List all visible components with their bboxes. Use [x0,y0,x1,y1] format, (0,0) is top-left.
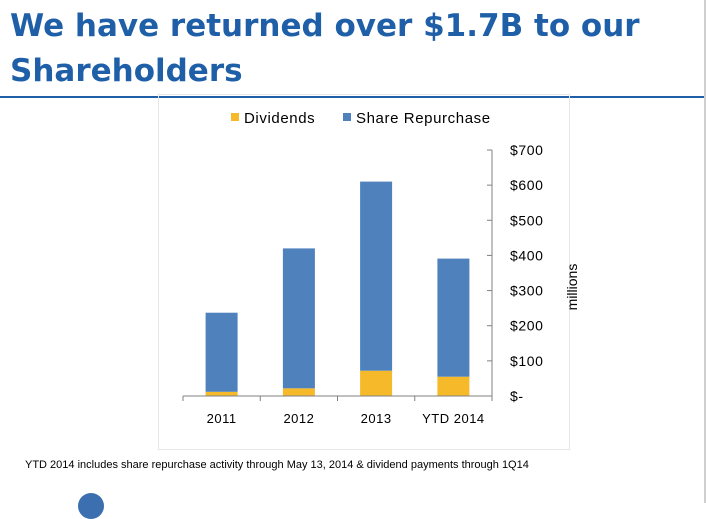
legend-swatch-dividends [231,113,239,121]
y-tick-label: $500 [510,212,544,228]
bar-dividends-1 [282,388,315,396]
bar-share-repurchase-0 [205,312,238,392]
x-tick-label: 2012 [283,411,314,426]
y-tick-label: $700 [510,142,544,158]
logo-fragment [78,493,104,519]
y-tick-label: $100 [510,353,544,369]
y-axis-label: millions [564,264,580,311]
slide-edge [704,0,706,503]
bar-share-repurchase-3 [437,258,470,377]
stacked-bar-chart: 2011 2012 2013 YTD 2014 $- $100 $200 $300 $400 $5… [182,110,580,426]
bar-share-repurchase-2 [360,181,393,371]
bar-share-repurchase-1 [282,248,315,389]
bar-dividends-2 [360,370,393,396]
x-tick-label: 2011 [207,411,237,426]
x-tick-label: YTD 2014 [422,411,485,426]
y-tick-label: $300 [510,283,544,299]
title-divider [0,96,706,98]
y-tick-label: $- [510,388,524,404]
x-tick-label: 2013 [361,411,392,426]
footnote: YTD 2014 includes share repurchase activ… [25,459,529,471]
legend-label-dividends: Dividends [244,110,315,127]
bar-dividends-3 [437,376,470,396]
legend-swatch-share-repurchase [343,113,351,121]
legend-label-share-repurchase: Share Repurchase [356,110,491,127]
y-tick-label: $400 [510,247,544,263]
slide-title: We have returned over $1.7B to our Share… [10,8,640,89]
bar-dividends-0 [205,391,238,396]
y-tick-label: $200 [510,318,544,334]
chart-frame [158,94,570,450]
y-tick-label: $600 [510,177,544,193]
